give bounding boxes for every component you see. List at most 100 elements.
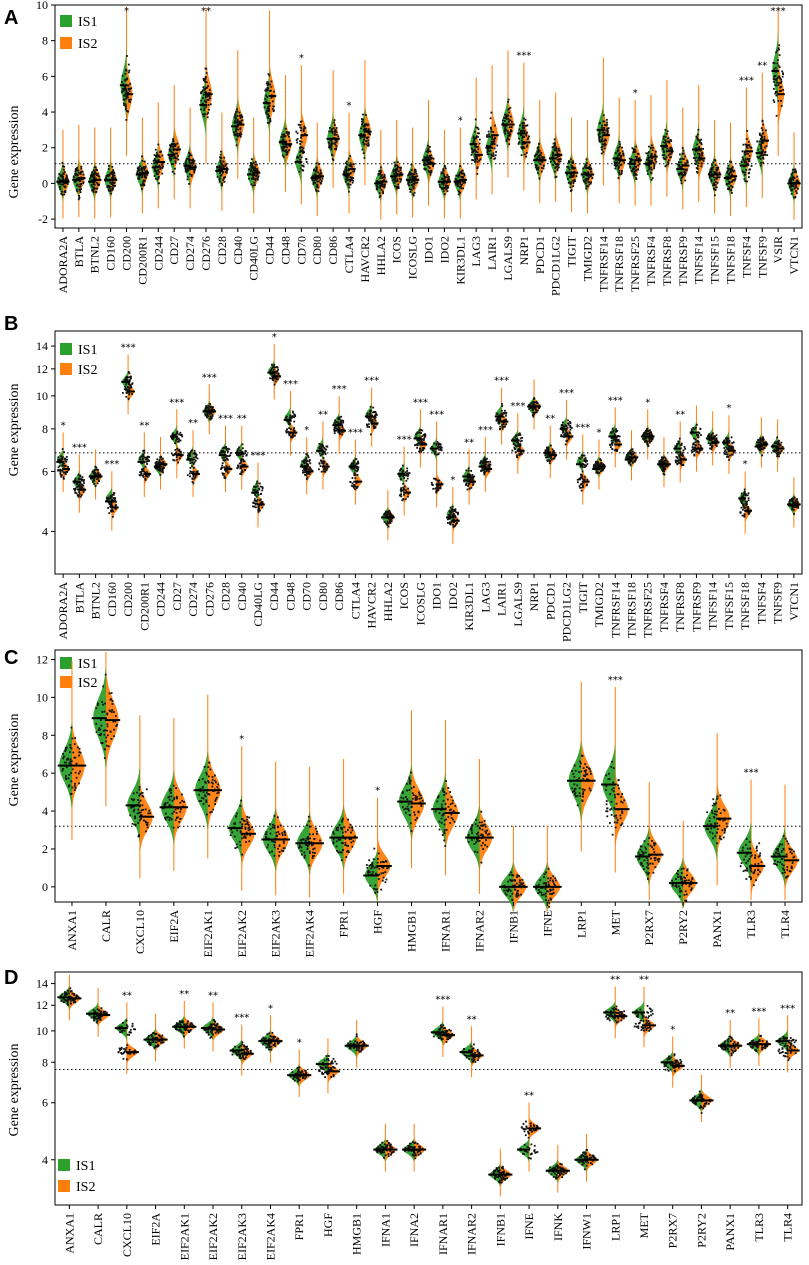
data-point (305, 158, 307, 160)
data-point (269, 377, 271, 380)
data-point (714, 183, 717, 186)
data-point (224, 459, 227, 461)
significance-marker: *** (283, 379, 298, 390)
data-point (96, 187, 99, 190)
data-point (333, 121, 335, 124)
data-point (127, 376, 129, 379)
data-point (492, 155, 495, 158)
data-point (157, 462, 160, 465)
data-point (316, 184, 319, 186)
data-point (59, 472, 62, 475)
data-point (274, 374, 276, 377)
data-point (664, 129, 667, 131)
data-point (679, 158, 681, 161)
data-point (424, 433, 426, 435)
data-point (127, 87, 130, 90)
data-point (289, 414, 292, 417)
data-point (504, 117, 507, 119)
data-point (680, 171, 683, 174)
data-point (187, 151, 190, 154)
data-point (418, 442, 420, 444)
data-point (169, 144, 171, 146)
data-point (228, 466, 230, 468)
data-point (741, 156, 744, 159)
data-point (422, 434, 425, 436)
data-point (585, 187, 587, 190)
data-point (571, 175, 574, 177)
data-point (778, 66, 781, 69)
data-point (555, 146, 557, 149)
data-point (254, 163, 257, 166)
data-point (77, 169, 80, 172)
data-point (261, 486, 264, 488)
data-point (112, 493, 115, 496)
data-point (450, 520, 453, 522)
data-point (59, 471, 62, 474)
data-point (285, 132, 288, 134)
data-point (468, 482, 471, 485)
data-point (61, 448, 64, 450)
data-point (774, 74, 777, 77)
data-point (157, 469, 160, 472)
data-point (301, 149, 303, 152)
data-point (193, 168, 196, 171)
data-point (205, 91, 207, 93)
data-point (333, 134, 336, 136)
data-point (252, 175, 255, 178)
data-point (773, 68, 776, 71)
y-tick-label-a: 2 (42, 141, 48, 155)
data-point (106, 499, 108, 502)
data-point (710, 175, 713, 178)
data-point (447, 522, 449, 524)
data-point (332, 127, 335, 129)
data-point (142, 455, 145, 457)
data-point (413, 171, 416, 174)
data-point (743, 152, 746, 154)
data-point (777, 47, 780, 50)
data-point (157, 467, 160, 470)
data-point (127, 110, 130, 113)
data-point (113, 492, 116, 494)
data-point (472, 159, 475, 162)
data-point (131, 393, 133, 395)
data-point (523, 153, 526, 156)
data-point (66, 175, 68, 178)
data-point (58, 458, 61, 461)
data-point (449, 506, 452, 509)
data-point (540, 156, 543, 158)
data-point (441, 182, 444, 184)
data-point (192, 162, 195, 165)
data-point (82, 173, 85, 176)
data-point (457, 174, 459, 177)
data-point (374, 411, 377, 413)
data-point (491, 136, 494, 139)
data-point (354, 485, 357, 488)
data-point (78, 188, 81, 191)
data-point (383, 521, 386, 523)
data-point (355, 470, 358, 473)
data-point (80, 183, 82, 185)
data-point (142, 449, 144, 452)
data-point (410, 173, 413, 175)
data-point (796, 192, 798, 195)
data-point (584, 166, 587, 169)
data-point (587, 172, 590, 175)
data-point (521, 122, 524, 124)
data-point (539, 154, 542, 157)
data-point (445, 184, 447, 187)
data-point (617, 177, 620, 179)
data-point (780, 80, 783, 83)
y-axis-label-a: Gene expression (7, 106, 22, 199)
data-point (567, 166, 570, 169)
data-point (425, 150, 428, 153)
data-point (63, 477, 65, 480)
data-point (654, 150, 657, 153)
data-point (524, 118, 527, 121)
data-point (235, 138, 238, 141)
data-point (537, 172, 539, 175)
data-point (452, 509, 455, 511)
data-point (63, 171, 66, 173)
data-point (493, 158, 496, 160)
data-point (341, 424, 344, 427)
data-point (492, 131, 495, 133)
